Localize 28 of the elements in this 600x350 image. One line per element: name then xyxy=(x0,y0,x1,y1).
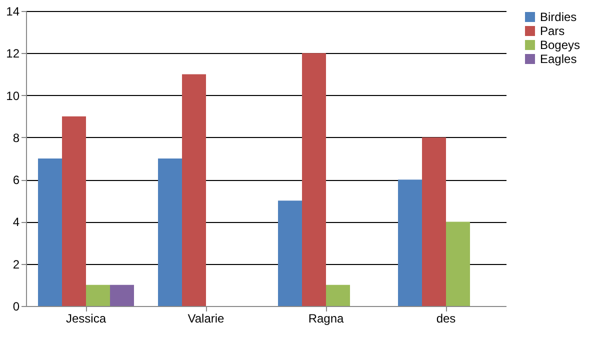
x-tick-label: Ragna xyxy=(308,312,344,326)
y-tick-label: 8 xyxy=(12,130,20,145)
legend-label: Bogeys xyxy=(540,38,580,52)
x-tick-label: Valarie xyxy=(188,312,225,326)
bar xyxy=(398,180,422,306)
bar xyxy=(38,158,62,306)
bar xyxy=(62,116,86,306)
y-tick-label: 14 xyxy=(6,4,20,18)
bar xyxy=(302,53,326,306)
y-tick-label: 6 xyxy=(12,173,20,188)
bar xyxy=(110,284,134,306)
bar xyxy=(158,158,182,306)
legend-label: Eagles xyxy=(540,52,577,66)
x-tick-label: des xyxy=(436,312,456,326)
bar xyxy=(182,74,206,306)
bar xyxy=(86,284,110,306)
y-tick-label: 4 xyxy=(12,215,20,230)
y-tick-label: 10 xyxy=(6,88,20,103)
bar xyxy=(278,200,302,306)
x-tick-label: Jessica xyxy=(66,312,106,326)
y-tick-label: 2 xyxy=(12,257,20,272)
bar xyxy=(422,137,446,306)
y-tick-label: 12 xyxy=(6,46,20,61)
bar xyxy=(446,222,470,306)
bar xyxy=(326,284,350,306)
y-tick-label: 0 xyxy=(12,300,20,314)
legend-label: Pars xyxy=(540,24,565,38)
legend-label: Birdies xyxy=(540,10,577,24)
